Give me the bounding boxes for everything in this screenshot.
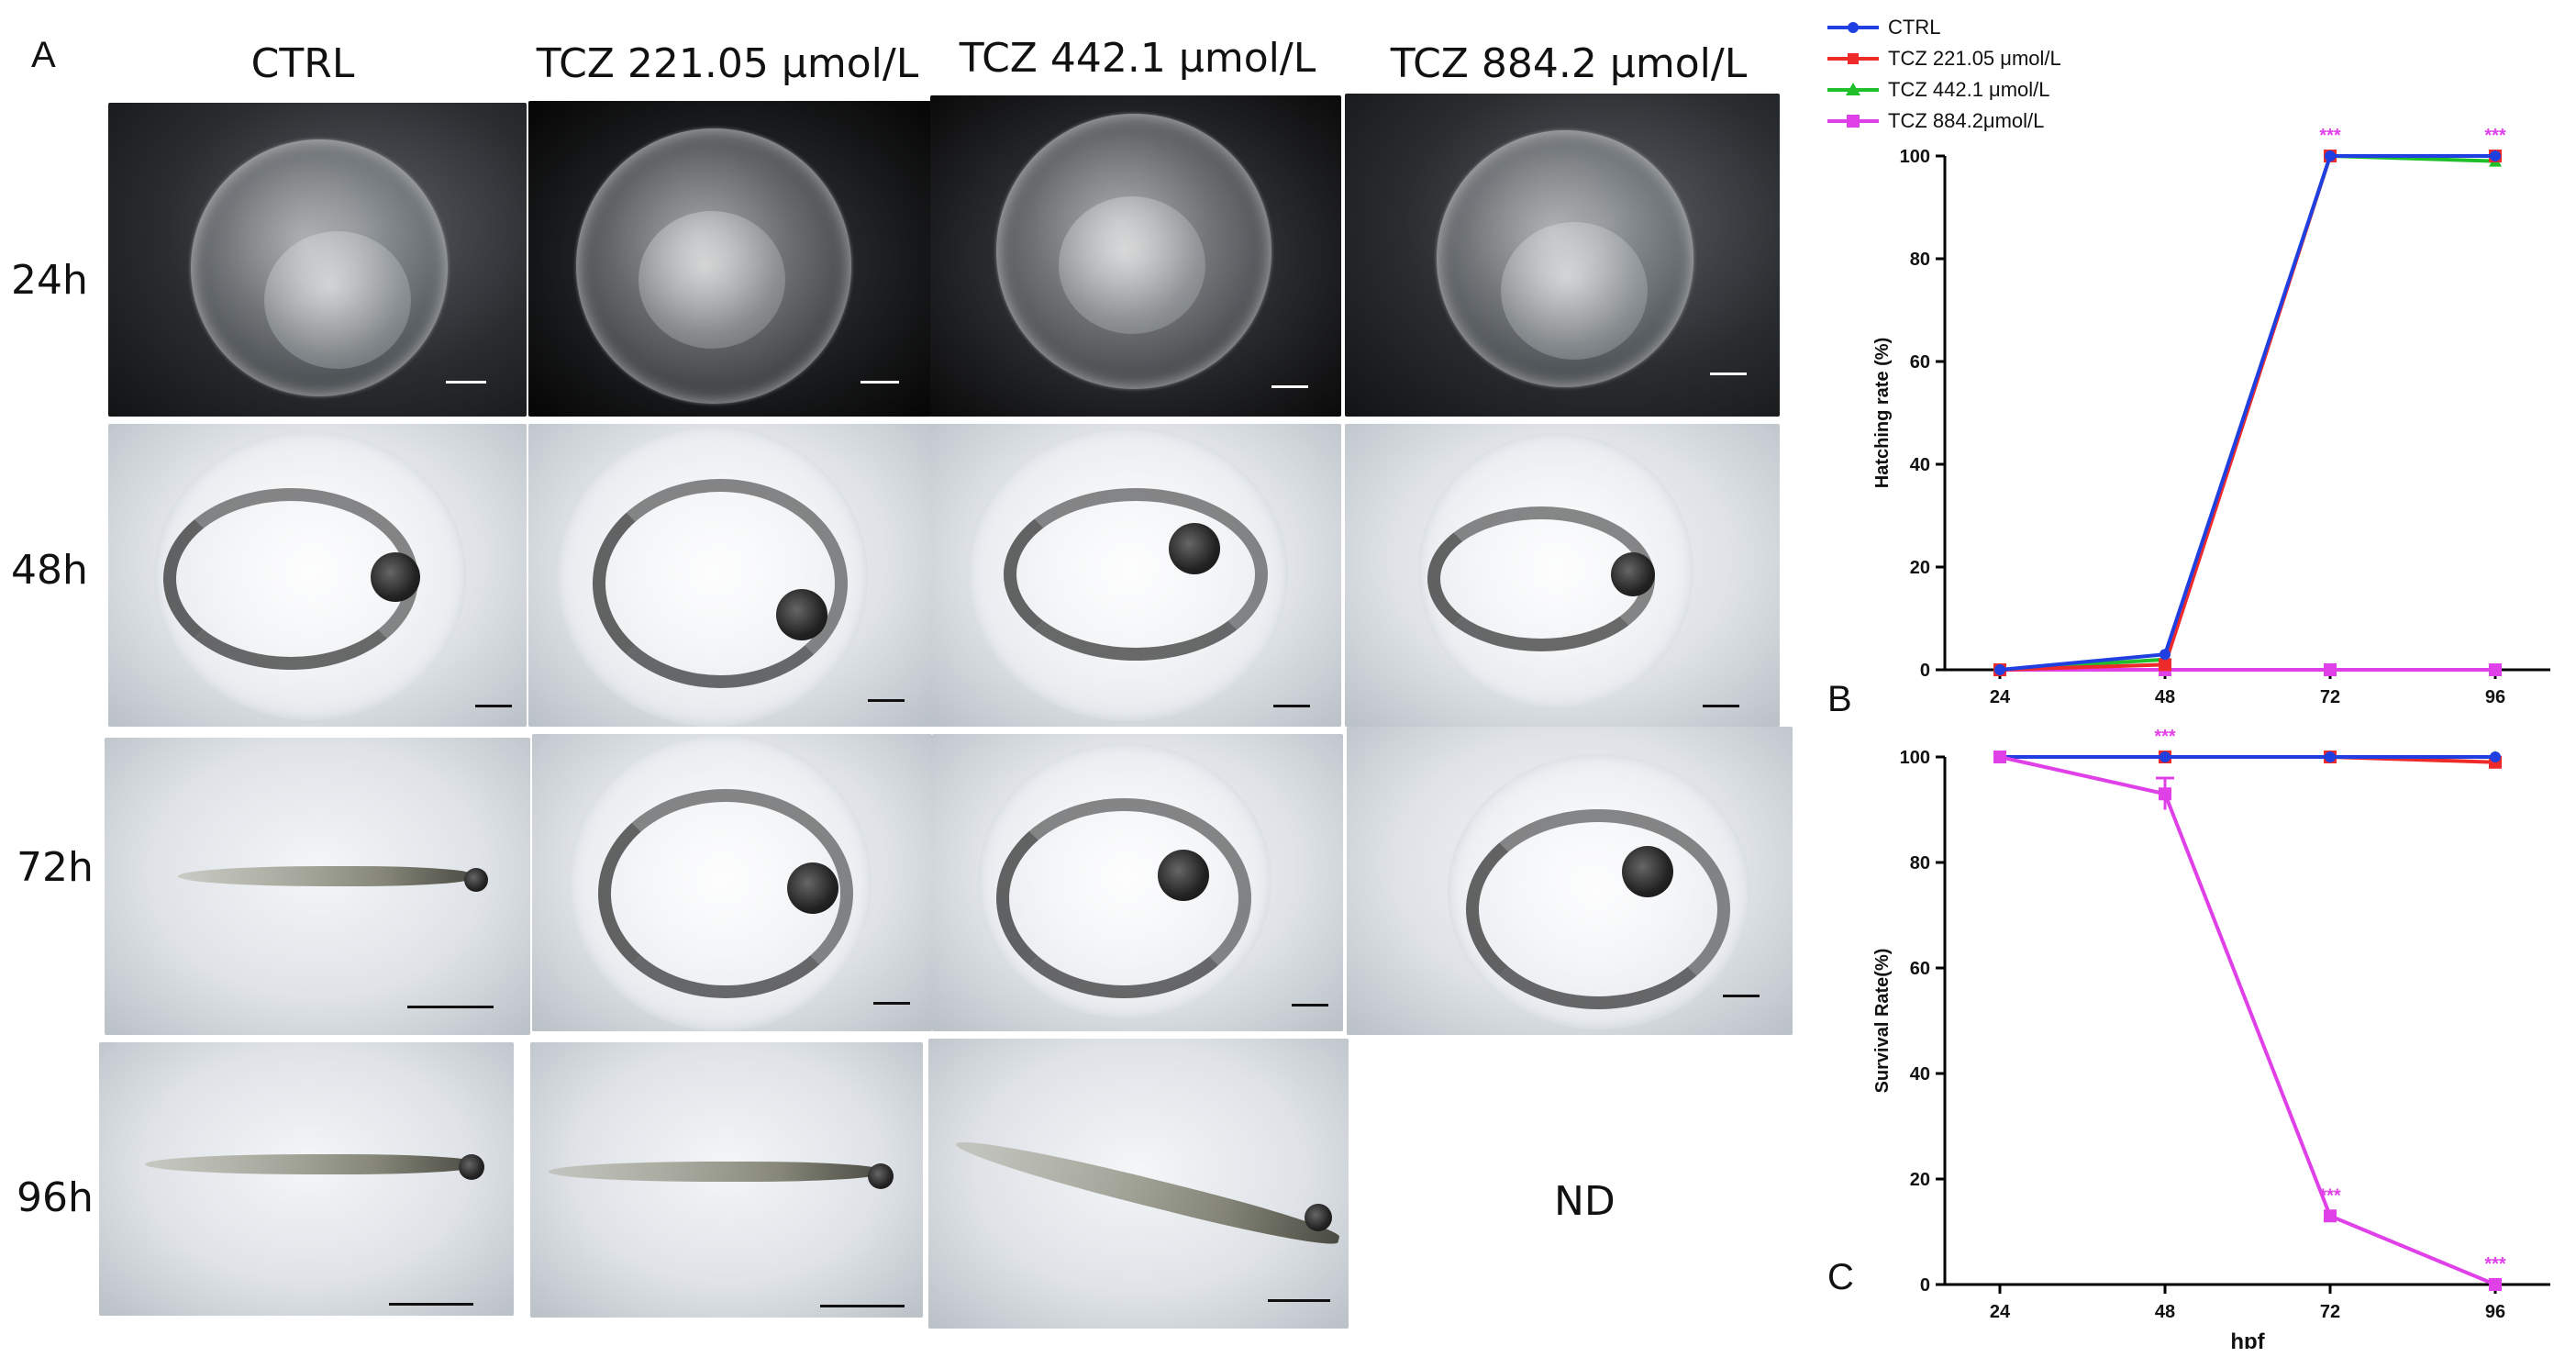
column-header-tcz-442: TCZ 442.1 μmol/L bbox=[959, 35, 1316, 82]
y-tick-label-b-80: 80 bbox=[1910, 250, 1930, 270]
series-b-1-line bbox=[1999, 154, 2495, 672]
micrograph-tcz-442-96h bbox=[928, 1039, 1349, 1329]
row-header-24h: 24h bbox=[11, 257, 88, 304]
y-tick-label-b-40: 40 bbox=[1910, 455, 1930, 475]
series-b-0-line bbox=[1999, 154, 2495, 672]
series-c-3-line bbox=[1999, 755, 2496, 1286]
series-b-0-point-24 bbox=[1994, 664, 2005, 675]
not-determined-label: ND bbox=[1554, 1178, 1616, 1225]
y-axis-label-c: Survival Rate(%) bbox=[1872, 949, 1893, 1094]
series-b-3-point-72 bbox=[2324, 663, 2337, 676]
y-tick-label-b-20: 20 bbox=[1910, 558, 1930, 578]
micrograph-tcz-884-48h bbox=[1345, 424, 1780, 727]
legend-marker-ctrl bbox=[1827, 22, 1879, 33]
series-c-0-point-72 bbox=[2325, 751, 2336, 762]
significance-b-0: *** bbox=[2319, 126, 2341, 146]
y-tick-label-b-60: 60 bbox=[1910, 352, 1930, 373]
legend-label-tcz-442: TCZ 442.1 μmol/L bbox=[1888, 78, 2050, 101]
series-c-3-point-72 bbox=[2324, 1209, 2337, 1223]
series-b-0-point-96 bbox=[2490, 150, 2501, 161]
micrograph-tcz-221-48h bbox=[528, 424, 932, 727]
panel-letter-b: B bbox=[1827, 679, 1852, 719]
micrograph-ctrl-48h bbox=[108, 424, 527, 727]
series-c-0-point-96 bbox=[2490, 751, 2501, 762]
series-c-0-point-48 bbox=[2160, 751, 2171, 762]
y-tick-label-b-100: 100 bbox=[1900, 147, 1930, 167]
y-tick-label-c-20: 20 bbox=[1910, 1170, 1930, 1190]
legend: CTRL TCZ 221.05 μmol/L TCZ 442.1 μmol/L … bbox=[1826, 13, 2137, 136]
series-b-1-point-48 bbox=[2159, 658, 2171, 672]
significance-c-0: *** bbox=[2154, 727, 2176, 747]
legend-marker-tcz-221 bbox=[1827, 53, 1879, 64]
survival-rate-chart: 0 20 40 60 80 100 24 48 72 96 hpf Survival Rate(%) *… bbox=[1872, 727, 2550, 1349]
legend-item-tcz-221: TCZ 221.05 μmol/L bbox=[1826, 44, 2061, 73]
legend-item-tcz-442: TCZ 442.1 μmol/L bbox=[1826, 75, 2050, 105]
y-tick-label-c-0: 0 bbox=[1920, 1275, 1930, 1296]
y-tick-label-c-40: 40 bbox=[1910, 1064, 1930, 1084]
x-tick-label-c-72: 72 bbox=[2320, 1302, 2340, 1322]
micrograph-tcz-221-24h bbox=[528, 101, 932, 417]
y-tick-label-c-60: 60 bbox=[1910, 959, 1930, 979]
row-header-48h: 48h bbox=[11, 547, 88, 594]
micrograph-tcz-884-24h bbox=[1345, 94, 1780, 417]
micrograph-tcz-442-24h bbox=[930, 95, 1341, 417]
y-tick-label-c-80: 80 bbox=[1910, 853, 1930, 873]
micrograph-tcz-442-48h bbox=[930, 424, 1341, 727]
legend-marker-tcz-884 bbox=[1827, 115, 1879, 128]
x-tick-label-b-24: 24 bbox=[1990, 687, 2011, 706]
legend-marker-tcz-442 bbox=[1827, 83, 1879, 95]
significance-b-1: *** bbox=[2484, 126, 2506, 146]
x-tick-label-c-24: 24 bbox=[1990, 1302, 2011, 1322]
legend-label-tcz-221: TCZ 221.05 μmol/L bbox=[1888, 47, 2061, 70]
x-tick-label-c-96: 96 bbox=[2485, 1302, 2505, 1322]
y-tick-label-c-100: 100 bbox=[1900, 748, 1930, 768]
column-header-ctrl: CTRL bbox=[250, 40, 355, 87]
series-c-3-point-96 bbox=[2489, 1278, 2502, 1291]
y-axis-label-b: Hatching rate (%) bbox=[1872, 338, 1893, 488]
legend-label-ctrl: CTRL bbox=[1888, 16, 1941, 39]
micrograph-tcz-442-72h bbox=[932, 734, 1343, 1031]
column-header-tcz-221: TCZ 221.05 μmol/L bbox=[536, 40, 919, 87]
series-b-0-point-72 bbox=[2325, 150, 2336, 161]
micrograph-ctrl-24h bbox=[108, 103, 527, 417]
micrograph-tcz-884-72h bbox=[1347, 727, 1793, 1035]
micrograph-ctrl-72h bbox=[105, 738, 530, 1035]
x-tick-label-b-48: 48 bbox=[2155, 687, 2175, 706]
y-tick-label-b-0: 0 bbox=[1920, 661, 1930, 681]
legend-item-ctrl: CTRL bbox=[1826, 13, 1940, 42]
x-tick-label-b-72: 72 bbox=[2320, 687, 2340, 706]
x-tick-label-c-48: 48 bbox=[2155, 1302, 2175, 1322]
micrograph-ctrl-96h bbox=[99, 1042, 514, 1316]
x-axis-label-c: hpf bbox=[2230, 1329, 2265, 1349]
series-c-3-point-48 bbox=[2159, 787, 2171, 801]
panel-letter-a: A bbox=[31, 35, 56, 75]
series-b-0-point-48 bbox=[2160, 649, 2171, 661]
row-header-96h: 96h bbox=[17, 1174, 94, 1221]
column-header-tcz-884: TCZ 884.2 μmol/L bbox=[1390, 40, 1748, 87]
micrograph-tcz-221-96h bbox=[530, 1042, 923, 1318]
significance-c-1: *** bbox=[2319, 1185, 2341, 1206]
series-c-3-point-24 bbox=[1993, 751, 2006, 763]
x-tick-label-b-96: 96 bbox=[2485, 687, 2505, 706]
legend-item-tcz-884: TCZ 884.2μmol/L bbox=[1826, 106, 2044, 136]
hatching-rate-chart: 02040608010024487296hpfHatching rate (%)… bbox=[1872, 126, 2550, 706]
micrograph-tcz-221-72h bbox=[532, 734, 932, 1031]
legend-label-tcz-884: TCZ 884.2μmol/L bbox=[1888, 109, 2045, 132]
series-b-3-point-96 bbox=[2489, 663, 2502, 676]
panel-letter-c: C bbox=[1827, 1257, 1854, 1297]
significance-c-2: *** bbox=[2484, 1254, 2506, 1274]
row-header-72h: 72h bbox=[17, 844, 94, 891]
